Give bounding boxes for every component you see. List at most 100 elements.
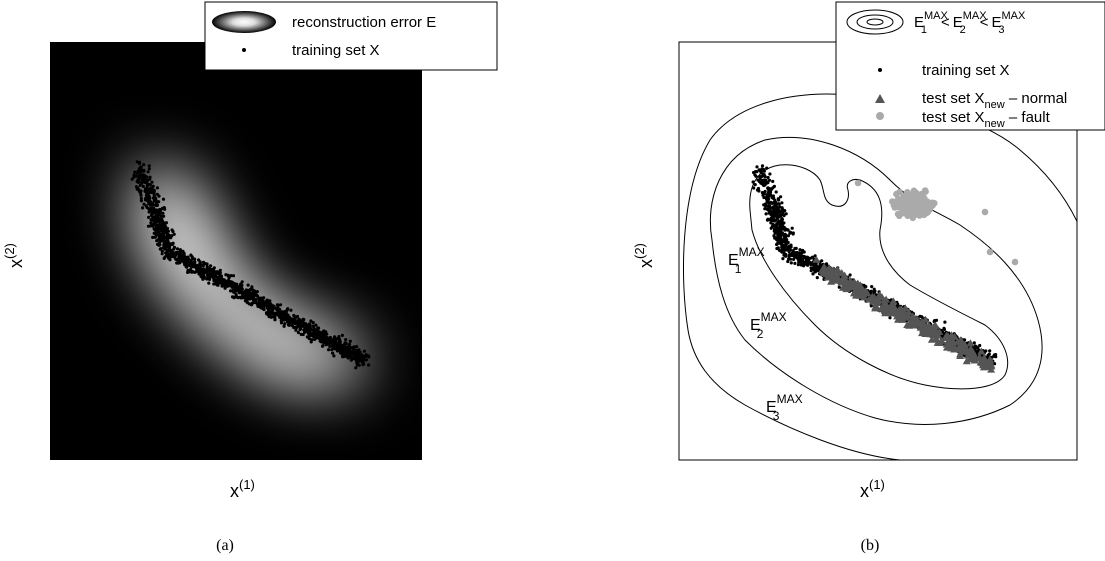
training-point (157, 200, 161, 204)
training-point (338, 341, 342, 345)
training-point (786, 259, 790, 264)
test-normal-point (888, 300, 897, 308)
training-point (943, 320, 947, 324)
training-point (270, 306, 274, 310)
training-point (144, 198, 149, 202)
training-point (776, 227, 780, 231)
test-normal-point (906, 318, 915, 326)
training-point (752, 186, 756, 190)
training-point (149, 190, 153, 195)
training-point (311, 321, 315, 325)
panel-b: EMAX 1 EMAX 2 EMAX 3 EMAX 1 < EMAX 2 < EMAX 3 trai… (632, 1, 1105, 554)
contour-label-e2: EMAX 2 (750, 310, 787, 341)
training-point (786, 234, 791, 238)
training-point (138, 166, 142, 170)
training-point (159, 234, 163, 238)
training-point (207, 277, 211, 281)
training-point (306, 324, 310, 328)
training-point (224, 279, 229, 283)
training-point (243, 289, 247, 293)
training-point (162, 256, 166, 260)
test-normal-point (987, 365, 996, 373)
training-point (216, 283, 220, 287)
training-point (366, 354, 371, 358)
training-point (791, 249, 795, 253)
training-point (198, 261, 202, 265)
training-point (790, 226, 794, 230)
training-point (771, 179, 775, 183)
training-point (759, 175, 763, 179)
training-point (788, 230, 793, 234)
training-point (150, 186, 154, 190)
training-point (754, 174, 758, 178)
training-point (157, 224, 161, 228)
test-normal-point (882, 300, 891, 308)
training-point (848, 273, 852, 277)
training-point (273, 316, 277, 320)
training-points-a (130, 160, 371, 370)
test-normal-point (873, 304, 882, 312)
contour-legend-icon (846, 9, 904, 35)
training-point (779, 225, 783, 229)
training-point (973, 344, 977, 348)
training-point (152, 206, 156, 210)
training-point (337, 335, 341, 339)
training-point (147, 210, 151, 214)
training-point (250, 285, 254, 289)
training-point (141, 184, 145, 188)
training-point (757, 179, 762, 184)
training-point (310, 338, 314, 342)
test-fault-point (902, 202, 909, 209)
test-normal-point (921, 322, 930, 330)
training-point (202, 275, 206, 279)
caption-a: (a) (216, 537, 234, 554)
legend-a: reconstruction error E training set X (204, 1, 498, 71)
training-point (135, 160, 139, 164)
training-point (294, 315, 298, 319)
training-point (174, 250, 178, 254)
training-point (815, 264, 819, 268)
training-point (872, 290, 876, 294)
training-point (779, 231, 784, 235)
training-point (798, 248, 802, 252)
training-point (147, 215, 151, 219)
test-normal-point (825, 269, 834, 277)
training-point (804, 256, 808, 260)
test-normal-point (980, 353, 989, 361)
legend-a-dot-marker (242, 48, 246, 52)
test-normal-point (812, 255, 821, 263)
test-normal-point (861, 287, 870, 295)
training-point (292, 325, 296, 330)
test-normal-point (902, 312, 911, 320)
training-point (145, 175, 149, 179)
training-point (146, 170, 150, 174)
training-point (764, 195, 769, 199)
training-point (265, 311, 269, 315)
training-point (358, 356, 362, 360)
test-normal-point (987, 362, 996, 370)
reconstruction-error-heatmap (139, 168, 365, 380)
legend-b-fault-text: test set Xnew – fault (922, 109, 1051, 130)
training-point (152, 210, 157, 214)
training-point (263, 303, 267, 307)
test-fault-point (926, 200, 933, 207)
training-point (152, 189, 156, 193)
training-point (972, 341, 976, 345)
training-point (149, 218, 153, 222)
training-point (184, 255, 188, 259)
training-point (167, 246, 171, 250)
training-point (345, 352, 349, 356)
training-point (808, 256, 813, 260)
training-point (139, 199, 143, 203)
test-normal-point (833, 265, 842, 273)
training-point (153, 227, 157, 231)
training-point (239, 296, 243, 300)
test-normal-point (837, 269, 846, 277)
training-point (267, 309, 271, 313)
training-point (154, 199, 158, 203)
xlabel-a: x(1) (230, 477, 255, 501)
training-point (156, 208, 160, 212)
training-point (802, 254, 806, 258)
training-point (809, 266, 813, 270)
training-point (152, 218, 156, 222)
